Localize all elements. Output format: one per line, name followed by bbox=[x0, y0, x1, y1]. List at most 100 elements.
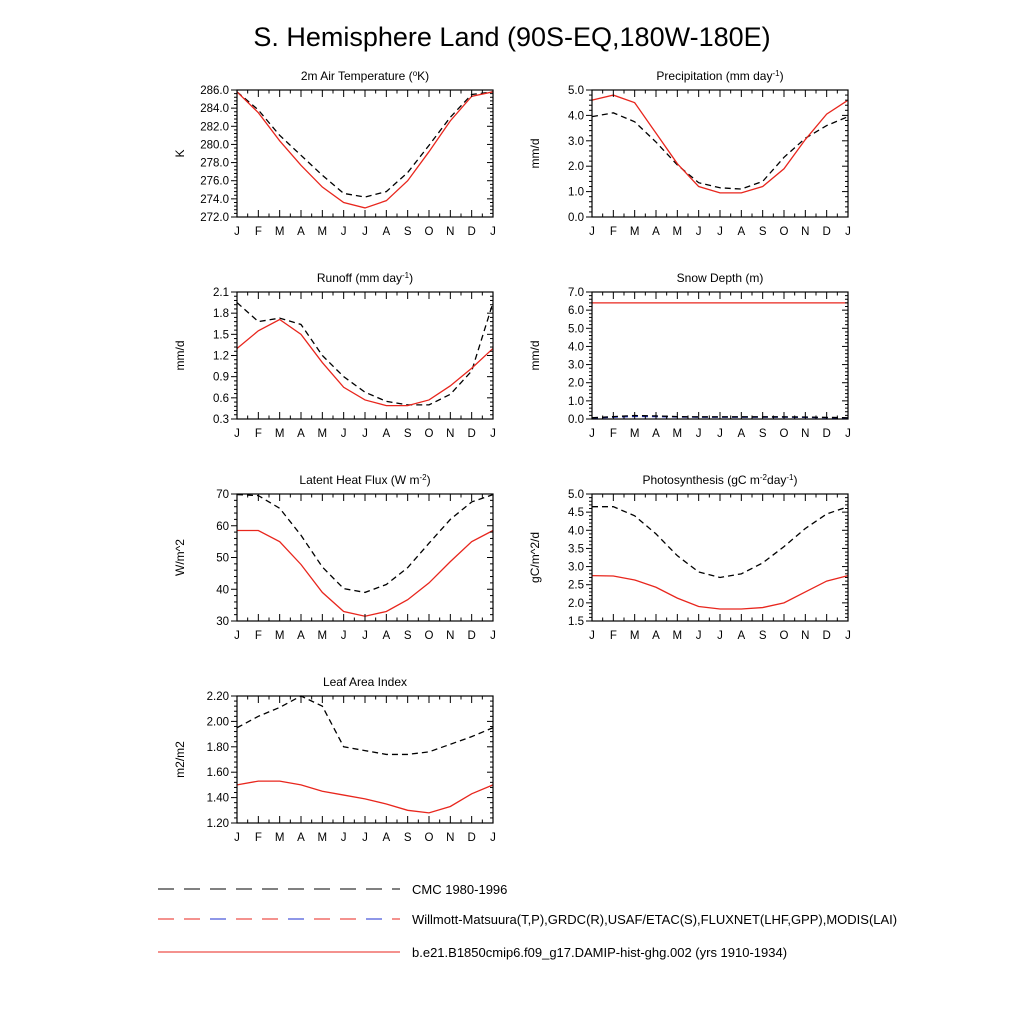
x-tick-label: F bbox=[255, 226, 262, 238]
y-tick-label: 30 bbox=[216, 616, 229, 628]
y-axis-label: W/m^2 bbox=[173, 539, 187, 576]
y-axis-label: mm/d bbox=[173, 341, 187, 371]
x-tick-label: F bbox=[610, 428, 617, 440]
y-tick-label: 7.0 bbox=[568, 287, 584, 299]
y-tick-label: 2.0 bbox=[568, 161, 584, 173]
x-tick-label: N bbox=[446, 226, 454, 238]
panel-snow: Snow Depth (m)mm/dJ F M A M J J A S O N D J0.01.02.0… bbox=[528, 271, 851, 440]
legend: CMC 1980-1996 Willmott-Matsuura(T,P),GRDC… bbox=[158, 882, 897, 960]
y-tick-label: 0.9 bbox=[213, 372, 229, 384]
x-tick-label: O bbox=[780, 226, 789, 238]
y-tick-label: 2.00 bbox=[207, 716, 229, 728]
series-line-model bbox=[236, 318, 494, 407]
x-tick-label: S bbox=[759, 226, 767, 238]
series-line-obs-0 bbox=[236, 302, 494, 406]
series-line-model bbox=[591, 94, 849, 194]
x-tick-label: J bbox=[490, 630, 496, 642]
x-tick-label: J bbox=[490, 226, 496, 238]
x-tick-label: J bbox=[589, 428, 595, 440]
y-tick-label: 1.5 bbox=[568, 616, 584, 628]
x-tick-label: D bbox=[468, 428, 476, 440]
series-line-model bbox=[591, 574, 849, 610]
y-tick-label: 5.0 bbox=[568, 323, 584, 335]
x-tick-label: J bbox=[696, 630, 702, 642]
x-tick-label: O bbox=[780, 630, 789, 642]
legend-label: Willmott-Matsuura(T,P),GRDC(R),USAF/ETAC… bbox=[412, 912, 897, 927]
x-tick-label: J bbox=[845, 630, 851, 642]
x-tick-label: J bbox=[341, 630, 347, 642]
legend-entry: Willmott-Matsuura(T,P),GRDC(R),USAF/ETAC… bbox=[158, 912, 897, 927]
x-tick-label: J bbox=[696, 428, 702, 440]
x-tick-label: A bbox=[297, 226, 305, 238]
y-tick-label: 5.0 bbox=[568, 489, 584, 501]
x-tick-label: A bbox=[297, 832, 305, 844]
x-tick-label: J bbox=[589, 630, 595, 642]
x-tick-label: S bbox=[759, 630, 767, 642]
x-tick-label: D bbox=[468, 832, 476, 844]
y-tick-label: 4.0 bbox=[568, 525, 584, 537]
y-tick-label: 1.0 bbox=[568, 187, 584, 199]
x-tick-label: M bbox=[318, 630, 328, 642]
y-tick-label: 278.0 bbox=[200, 158, 229, 170]
y-tick-label: 5.0 bbox=[568, 85, 584, 97]
y-tick-label: 286.0 bbox=[200, 85, 229, 97]
x-tick-label: J bbox=[234, 226, 240, 238]
y-tick-label: 3.0 bbox=[568, 360, 584, 372]
x-tick-label: J bbox=[717, 226, 723, 238]
x-tick-label: J bbox=[589, 226, 595, 238]
plot-frame bbox=[591, 89, 849, 218]
x-tick-label: A bbox=[737, 428, 745, 440]
panel-precip: Precipitation (mm day-1)mm/dJ F M A M J J A S O N D… bbox=[528, 69, 851, 239]
x-tick-label: J bbox=[845, 428, 851, 440]
x-tick-label: A bbox=[382, 226, 390, 238]
y-tick-label: 1.8 bbox=[213, 308, 229, 320]
y-tick-label: 0.3 bbox=[213, 414, 229, 426]
x-tick-label: A bbox=[382, 630, 390, 642]
x-tick-label: N bbox=[446, 428, 454, 440]
y-tick-label: 70 bbox=[216, 489, 229, 501]
x-tick-label: J bbox=[362, 832, 368, 844]
x-tick-label: M bbox=[630, 428, 640, 440]
x-tick-label: J bbox=[234, 832, 240, 844]
x-tick-label: F bbox=[255, 832, 262, 844]
y-tick-label: 3.0 bbox=[568, 136, 584, 148]
x-tick-label: J bbox=[490, 428, 496, 440]
x-tick-label: J bbox=[234, 428, 240, 440]
x-tick-label: F bbox=[255, 630, 262, 642]
x-tick-label: N bbox=[446, 832, 454, 844]
x-tick-label: J bbox=[490, 832, 496, 844]
x-tick-label: S bbox=[404, 832, 412, 844]
y-tick-label: 4.0 bbox=[568, 341, 584, 353]
y-tick-label: 0.0 bbox=[568, 414, 584, 426]
panel-t2m: 2m Air Temperature (oK)KJ F M A M J J A S O N D J272… bbox=[173, 69, 496, 239]
y-tick-label: 1.0 bbox=[568, 396, 584, 408]
x-tick-label: M bbox=[673, 226, 683, 238]
y-tick-label: 1.5 bbox=[213, 329, 229, 341]
y-tick-label: 1.80 bbox=[207, 742, 229, 754]
x-tick-label: J bbox=[362, 630, 368, 642]
x-tick-label: N bbox=[801, 630, 809, 642]
x-tick-label: J bbox=[696, 226, 702, 238]
x-tick-label: O bbox=[425, 832, 434, 844]
x-tick-label: D bbox=[468, 226, 476, 238]
legend-entry: b.e21.B1850cmip6.f09_g17.DAMIP-hist-ghg.… bbox=[158, 945, 787, 960]
series-line-obs-0 bbox=[591, 112, 849, 190]
panel-title: Latent Heat Flux (W m-2) bbox=[299, 473, 430, 488]
y-tick-label: 272.0 bbox=[200, 212, 229, 224]
y-tick-label: 284.0 bbox=[200, 103, 229, 115]
series-line-obs-0 bbox=[592, 506, 849, 579]
y-axis-label: mm/d bbox=[528, 139, 542, 169]
x-tick-label: S bbox=[759, 428, 767, 440]
panel-title: Runoff (mm day-1) bbox=[317, 271, 413, 286]
y-axis-label: K bbox=[173, 149, 187, 157]
x-tick-label: O bbox=[425, 630, 434, 642]
y-tick-label: 282.0 bbox=[200, 121, 229, 133]
x-tick-label: J bbox=[341, 428, 347, 440]
y-tick-label: 60 bbox=[216, 521, 229, 533]
x-tick-label: M bbox=[275, 428, 285, 440]
y-tick-label: 2.0 bbox=[568, 598, 584, 610]
legend-label: b.e21.B1850cmip6.f09_g17.DAMIP-hist-ghg.… bbox=[412, 945, 787, 960]
y-tick-label: 4.0 bbox=[568, 110, 584, 122]
x-tick-label: D bbox=[468, 630, 476, 642]
